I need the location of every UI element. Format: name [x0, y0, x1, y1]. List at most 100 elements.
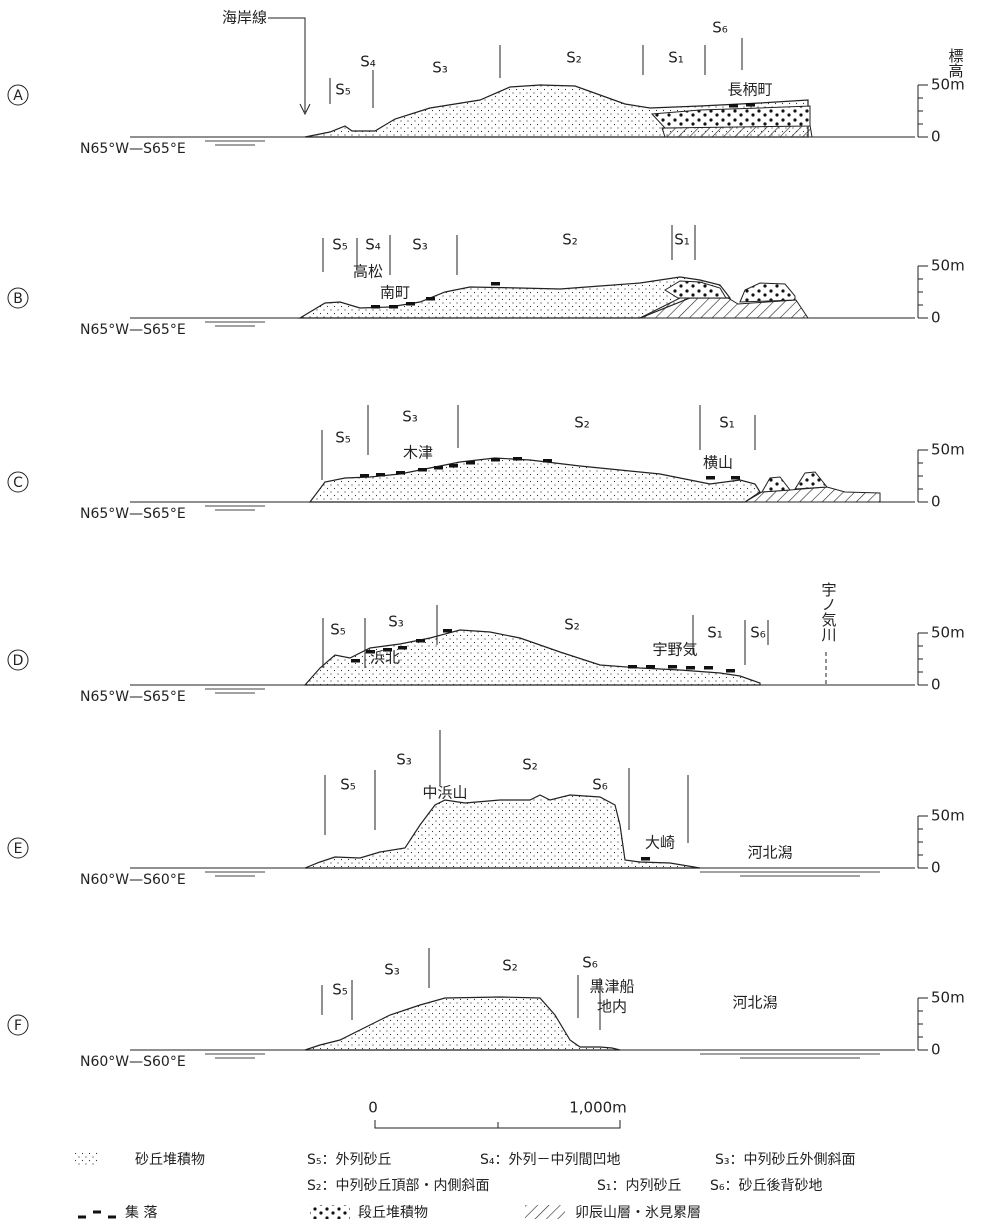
- axis-top: 50m: [931, 76, 965, 94]
- coastline-arrow: [268, 18, 305, 112]
- direction: N65°W—S65°E: [80, 689, 186, 705]
- axis-top: 50m: [931, 441, 965, 459]
- direction: N65°W—S65°E: [80, 141, 186, 157]
- legend-text: 卯辰山層・氷見累層: [575, 1205, 701, 1221]
- settlement: [513, 457, 522, 461]
- legend-text: S₄：外列－中列間凹地: [480, 1152, 621, 1168]
- direction: N65°W—S65°E: [80, 506, 186, 522]
- zone-label: S₁: [674, 231, 690, 249]
- elevation-axis: [918, 266, 928, 318]
- zone-label: S₂: [574, 414, 590, 432]
- place-label: 河北潟: [747, 844, 792, 862]
- legend-text: 砂丘堆積物: [135, 1152, 205, 1168]
- profile-id: A: [13, 88, 23, 104]
- settlement: [731, 476, 740, 480]
- zone-label: S₂: [566, 49, 582, 67]
- settlement: [371, 305, 380, 309]
- place-label: 中浜山: [422, 784, 467, 802]
- axis-bottom: 0: [931, 676, 941, 694]
- elevation-axis: [918, 816, 928, 868]
- water: [205, 141, 265, 145]
- place-label: 高松: [353, 263, 383, 281]
- legend-text: S₆：砂丘後背砂地: [710, 1178, 823, 1194]
- zone-label: S₁: [719, 414, 735, 432]
- settlement: [646, 665, 655, 669]
- settlement: [443, 629, 452, 633]
- settlement: [466, 461, 475, 465]
- place-label: 横山: [703, 454, 733, 472]
- axis-bottom: 0: [931, 309, 941, 327]
- cross-sections: 海岸線 標高 AN65°W—S65°ES₅S₄S₃S₂S₁S₆長柄町50m0BN…: [0, 0, 983, 1230]
- zone-label: S₄: [360, 53, 376, 71]
- zone-label: S₂: [522, 756, 538, 774]
- zone-label: S₄: [365, 236, 381, 254]
- profile-id: F: [14, 1018, 22, 1034]
- zone-label: S₃: [396, 751, 412, 769]
- settlement: [729, 104, 738, 108]
- legend: 砂丘堆積物 S₅：外列砂丘 S₄：外列－中列間凹地 S₃：中列砂丘外側斜面 S₂…: [75, 1152, 856, 1221]
- zone-label: S₂: [564, 616, 580, 634]
- zone-label: S₁: [668, 49, 684, 67]
- zone-label: S₂: [502, 957, 518, 975]
- zone-label: S₅: [332, 981, 348, 999]
- settlement: [668, 665, 677, 669]
- elevation-axis: [918, 85, 928, 137]
- zone-label: S₆: [750, 624, 766, 642]
- zone-label: S₃: [388, 613, 404, 631]
- elevation-label: 標高: [947, 48, 965, 78]
- settlement: [641, 857, 650, 861]
- axis-top: 50m: [931, 989, 965, 1007]
- legend-text: 集 落: [125, 1204, 157, 1221]
- profile-id: D: [13, 653, 24, 669]
- dune-sand: [305, 795, 700, 868]
- place-label: 地内: [597, 998, 627, 1016]
- dune-sand: [310, 458, 760, 502]
- axis-bottom: 0: [931, 128, 941, 146]
- lake-water: [700, 872, 880, 876]
- direction: N65°W—S65°E: [80, 322, 186, 338]
- terrace-deposit: [740, 283, 795, 302]
- settlement: [396, 471, 405, 475]
- zone-label: S₁: [707, 624, 723, 642]
- settlement: [449, 464, 458, 468]
- legend-sand-icon: [75, 1152, 99, 1166]
- settlement: [426, 297, 435, 301]
- settlement: [491, 282, 500, 286]
- elevation-axis: [918, 450, 928, 502]
- legend-text: S₅：外列砂丘: [307, 1152, 392, 1168]
- legend-text: S₂：中列砂丘頂部・内側斜面: [307, 1178, 490, 1194]
- zone-label: S₅: [332, 236, 348, 254]
- zone-label: S₆: [712, 19, 728, 37]
- legend-text: S₁：内列砂丘: [597, 1178, 682, 1194]
- profile-id: B: [13, 291, 23, 307]
- settlement: [726, 669, 735, 673]
- settlement: [704, 666, 713, 670]
- zone-label: S₃: [402, 408, 418, 426]
- legend-settlement-icon: [78, 1212, 116, 1217]
- place-label: 宇野気: [652, 641, 697, 659]
- axis-bottom: 0: [931, 1041, 941, 1059]
- place-label: 木津: [403, 444, 433, 462]
- water: [205, 872, 265, 876]
- zone-label: S₂: [562, 231, 578, 249]
- zone-label: S₃: [432, 59, 448, 77]
- terrace-deposit: [762, 477, 790, 492]
- scale-end: 1,000m: [569, 1099, 627, 1117]
- settlement: [360, 474, 369, 478]
- axis-bottom: 0: [931, 493, 941, 511]
- zone-label: S₅: [340, 776, 356, 794]
- axis-bottom: 0: [931, 859, 941, 877]
- place-label: 長柄町: [727, 81, 772, 99]
- legend-text: S₃：中列砂丘外側斜面: [715, 1152, 856, 1168]
- scale-bar: 0 1,000m: [368, 1099, 627, 1129]
- profile-id: E: [14, 841, 23, 857]
- settlement: [351, 659, 360, 663]
- profile-id: C: [13, 475, 23, 491]
- zone-label: S₃: [384, 961, 400, 979]
- direction: N60°W—S60°E: [80, 872, 186, 888]
- zone-label: S₅: [335, 81, 351, 99]
- axis-top: 50m: [931, 807, 965, 825]
- legend-text: 段丘堆積物: [358, 1205, 428, 1221]
- settlement: [628, 665, 637, 669]
- elevation-axis: [918, 998, 928, 1050]
